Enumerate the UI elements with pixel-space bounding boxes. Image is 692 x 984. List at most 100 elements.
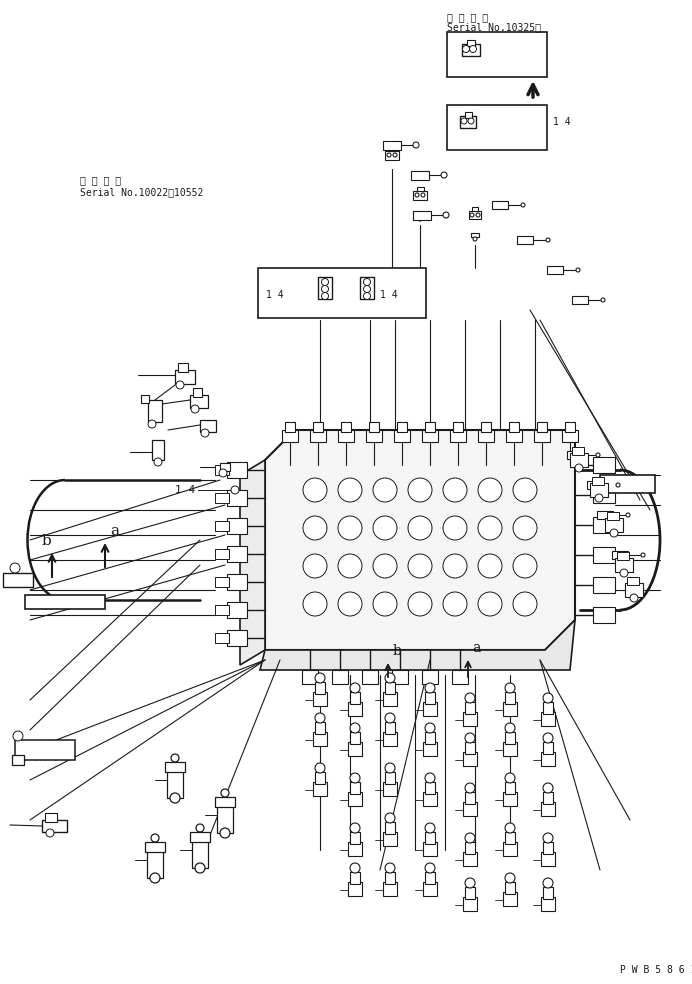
Text: Serial No.10022～10552: Serial No.10022～10552 xyxy=(80,187,203,197)
Circle shape xyxy=(385,813,395,823)
Circle shape xyxy=(543,733,553,743)
Bar xyxy=(282,430,298,442)
Bar xyxy=(567,451,583,459)
Circle shape xyxy=(322,285,329,292)
Bar xyxy=(385,772,395,784)
Bar xyxy=(541,852,555,866)
Bar xyxy=(596,487,604,495)
Text: P W B 5 8 6 1: P W B 5 8 6 1 xyxy=(620,965,692,975)
Circle shape xyxy=(338,516,362,540)
Bar xyxy=(385,151,399,160)
Circle shape xyxy=(478,478,502,502)
Bar xyxy=(350,872,360,884)
Circle shape xyxy=(350,863,360,873)
Bar xyxy=(625,583,643,597)
Bar xyxy=(397,422,407,432)
Circle shape xyxy=(620,569,628,577)
Bar xyxy=(627,577,639,585)
Circle shape xyxy=(425,863,435,873)
Circle shape xyxy=(543,693,553,703)
Circle shape xyxy=(443,592,467,616)
Bar xyxy=(593,607,615,623)
Bar xyxy=(543,842,553,854)
Circle shape xyxy=(418,217,422,221)
Bar xyxy=(227,490,247,506)
Bar xyxy=(417,187,424,191)
Circle shape xyxy=(465,833,475,843)
Text: 適 用 号 機: 適 用 号 機 xyxy=(80,175,121,185)
Circle shape xyxy=(616,483,620,487)
Bar xyxy=(227,518,247,534)
Circle shape xyxy=(196,824,204,832)
Circle shape xyxy=(473,237,477,241)
Circle shape xyxy=(505,683,515,693)
Bar xyxy=(481,422,491,432)
Circle shape xyxy=(385,863,395,873)
Bar xyxy=(469,211,481,219)
Circle shape xyxy=(521,203,525,207)
Bar xyxy=(517,236,533,244)
Bar xyxy=(215,549,229,559)
Circle shape xyxy=(443,212,449,218)
Circle shape xyxy=(462,45,469,52)
Bar xyxy=(167,770,183,798)
Circle shape xyxy=(443,554,467,578)
Bar xyxy=(503,792,517,806)
Bar xyxy=(385,682,395,694)
Bar xyxy=(178,363,188,372)
Bar xyxy=(543,792,553,804)
Bar xyxy=(600,475,655,493)
Circle shape xyxy=(338,592,362,616)
Circle shape xyxy=(151,834,159,842)
Bar xyxy=(200,420,216,432)
Bar xyxy=(338,430,354,442)
Text: 1 4: 1 4 xyxy=(266,290,284,300)
Circle shape xyxy=(393,153,397,157)
Circle shape xyxy=(505,773,515,783)
Text: 1 4: 1 4 xyxy=(175,485,195,495)
Bar xyxy=(503,702,517,716)
Circle shape xyxy=(601,298,605,302)
Bar xyxy=(215,797,235,807)
Bar xyxy=(541,712,555,726)
Circle shape xyxy=(425,683,435,693)
Circle shape xyxy=(220,828,230,838)
Bar xyxy=(423,882,437,896)
Circle shape xyxy=(413,142,419,148)
Circle shape xyxy=(219,469,227,477)
Circle shape xyxy=(363,292,370,299)
Bar xyxy=(350,692,360,704)
Circle shape xyxy=(626,513,630,517)
Bar xyxy=(572,296,588,304)
Bar xyxy=(506,430,522,442)
Circle shape xyxy=(363,278,370,285)
Bar xyxy=(227,546,247,562)
Bar xyxy=(503,892,517,906)
Circle shape xyxy=(468,118,474,124)
Circle shape xyxy=(373,592,397,616)
Bar xyxy=(147,850,163,878)
Circle shape xyxy=(338,554,362,578)
Bar xyxy=(471,233,479,237)
Circle shape xyxy=(315,763,325,773)
Bar xyxy=(492,201,508,209)
Bar xyxy=(425,732,435,744)
Circle shape xyxy=(201,429,209,437)
Circle shape xyxy=(408,478,432,502)
Bar xyxy=(593,547,615,563)
Circle shape xyxy=(303,554,327,578)
Bar xyxy=(534,430,550,442)
Bar xyxy=(145,842,165,852)
Bar xyxy=(425,782,435,794)
Circle shape xyxy=(148,420,156,428)
Bar xyxy=(572,447,584,455)
Bar xyxy=(478,430,494,442)
Bar xyxy=(413,211,431,220)
Circle shape xyxy=(469,45,477,52)
Circle shape xyxy=(465,783,475,793)
Circle shape xyxy=(505,873,515,883)
Circle shape xyxy=(461,118,467,124)
Bar xyxy=(423,792,437,806)
Circle shape xyxy=(385,713,395,723)
Bar xyxy=(503,842,517,856)
